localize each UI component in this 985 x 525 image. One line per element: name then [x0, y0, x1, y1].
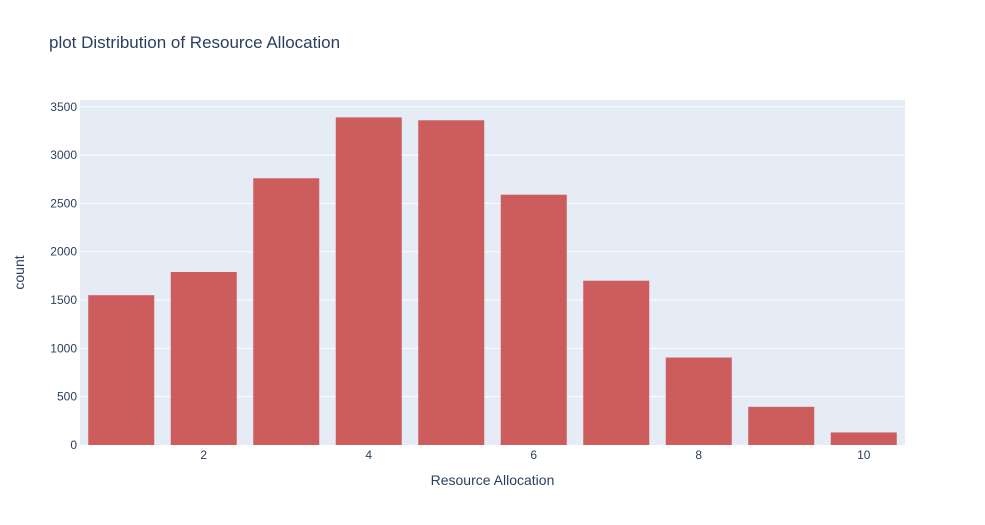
grid-lines [80, 106, 905, 398]
bar [583, 280, 650, 445]
bar [418, 120, 485, 445]
bar [170, 272, 237, 445]
y-tick-label: 0 [70, 438, 77, 452]
bar [335, 117, 402, 445]
bar [748, 406, 815, 445]
y-axis-ticks: 0 500 1000 1500 2000 2500 3000 3500 [50, 100, 77, 452]
y-tick-label: 2000 [50, 245, 77, 259]
x-tick-label: 4 [365, 448, 372, 462]
y-axis-title: count [11, 255, 27, 289]
y-tick-label: 2500 [50, 196, 77, 210]
y-tick-label: 1000 [50, 341, 77, 355]
x-tick-label: 10 [857, 448, 871, 462]
x-tick-label: 2 [200, 448, 207, 462]
bar [253, 178, 320, 445]
bar [88, 295, 155, 445]
chart-title: plot Distribution of Resource Allocation [49, 33, 341, 52]
bar [500, 194, 567, 445]
x-axis-ticks: 2 4 6 8 10 [200, 448, 870, 462]
bar [830, 432, 897, 445]
x-tick-label: 8 [695, 448, 702, 462]
x-axis-title: Resource Allocation [431, 472, 555, 488]
bars [88, 117, 897, 445]
y-tick-label: 1500 [50, 293, 77, 307]
x-tick-label: 6 [530, 448, 537, 462]
y-tick-label: 3000 [50, 148, 77, 162]
y-tick-label: 3500 [50, 100, 77, 114]
y-tick-label: 500 [57, 390, 77, 404]
bar [665, 357, 732, 445]
